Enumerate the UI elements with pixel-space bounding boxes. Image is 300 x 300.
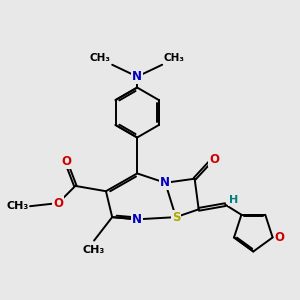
Text: CH₃: CH₃ — [83, 245, 105, 255]
Text: S: S — [172, 211, 180, 224]
Text: CH₃: CH₃ — [90, 53, 111, 63]
Text: O: O — [274, 231, 284, 244]
Text: O: O — [61, 155, 71, 168]
Text: H: H — [229, 195, 239, 205]
Text: O: O — [53, 196, 63, 210]
Text: CH₃: CH₃ — [6, 201, 28, 211]
Text: CH₃: CH₃ — [164, 53, 185, 63]
Text: O: O — [209, 154, 219, 166]
Text: N: N — [160, 176, 170, 189]
Text: N: N — [132, 213, 142, 226]
Text: N: N — [132, 70, 142, 83]
